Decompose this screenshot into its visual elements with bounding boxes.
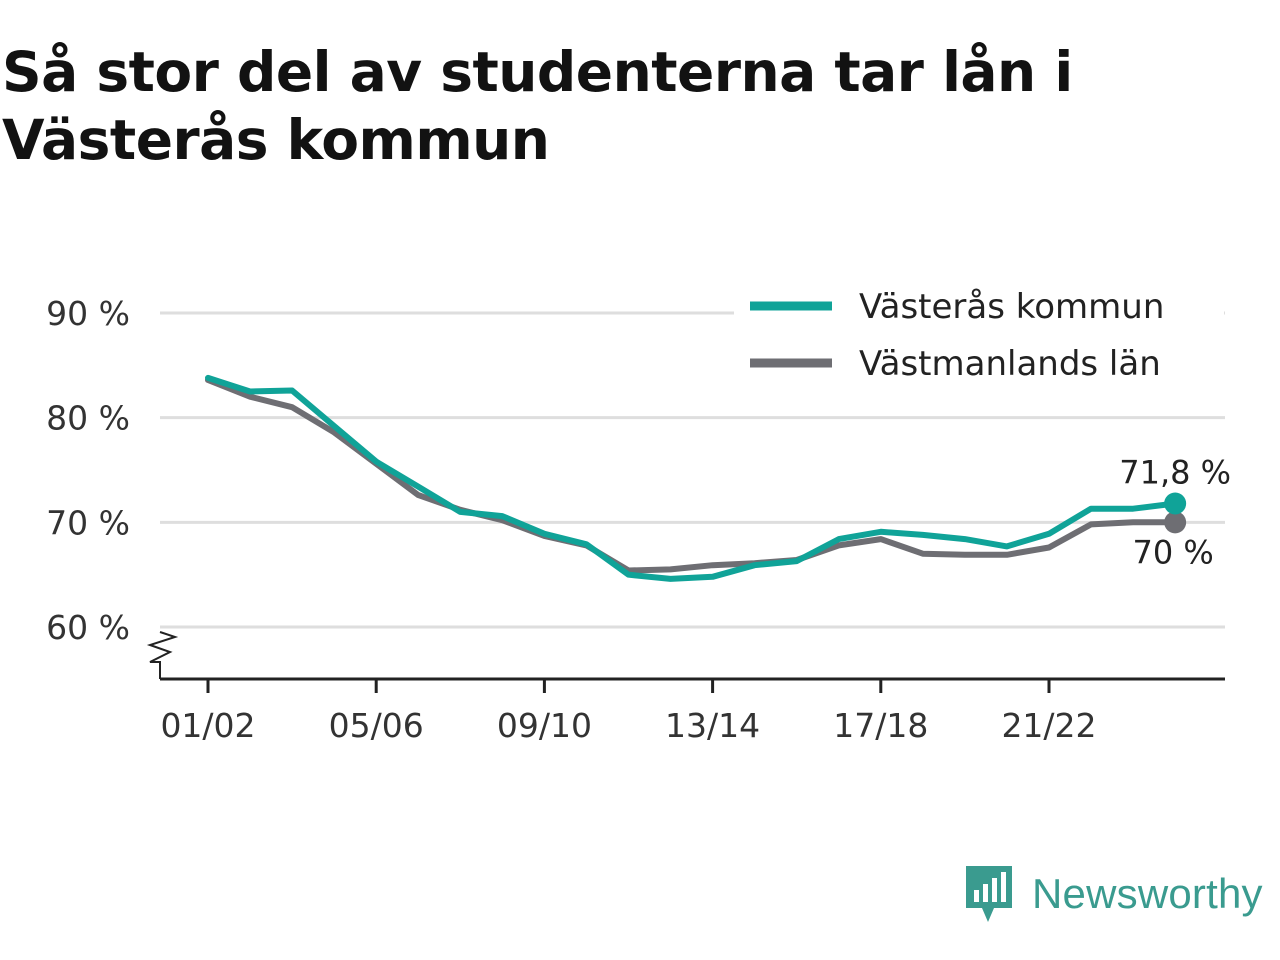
y-tick-label-90: 90 % xyxy=(46,294,130,333)
series-lines xyxy=(205,374,1187,582)
y-tick-label-70: 70 % xyxy=(46,503,130,542)
x-tick-label-2: 09/10 xyxy=(497,706,592,745)
x-tick-label-4: 17/18 xyxy=(833,706,928,745)
chart-title: Så stor del av studenterna tar lån i Väs… xyxy=(2,40,1073,172)
axis-break-icon xyxy=(146,631,179,679)
series-end-marker-1 xyxy=(1164,511,1187,534)
y-tick-label-60: 60 % xyxy=(46,608,130,647)
legend-label-0: Västerås kommun xyxy=(859,287,1164,327)
end-label-vasteras: 71,8 % xyxy=(1119,453,1231,491)
end-label-vastmanland: 70 % xyxy=(1133,533,1214,571)
legend: Västerås kommun Västmanlands län xyxy=(734,276,1224,384)
newsworthy-logo-icon xyxy=(966,866,1012,922)
x-tick-label-3: 13/14 xyxy=(665,706,760,745)
legend-bg-1 xyxy=(734,333,1224,383)
x-tick-label-0: 01/02 xyxy=(160,706,255,745)
end-labels: 71,8 % 70 % xyxy=(1119,453,1231,571)
legend-bg-0 xyxy=(734,276,1224,326)
brand: Newsworthy xyxy=(964,864,1263,924)
x-tick-label-5: 21/22 xyxy=(1001,706,1096,745)
series-end-marker-0 xyxy=(1164,492,1187,515)
brand-name: Newsworthy xyxy=(1032,870,1263,917)
x-axis: 01/02 05/06 09/10 13/14 17/18 21/22 xyxy=(146,631,1225,745)
x-tick-label-1: 05/06 xyxy=(329,706,424,745)
y-axis: 60 % 70 % 80 % 90 % xyxy=(46,294,130,647)
legend-label-1: Västmanlands län xyxy=(859,344,1161,384)
y-tick-label-80: 80 % xyxy=(46,399,130,438)
series-line-0 xyxy=(205,374,1179,582)
